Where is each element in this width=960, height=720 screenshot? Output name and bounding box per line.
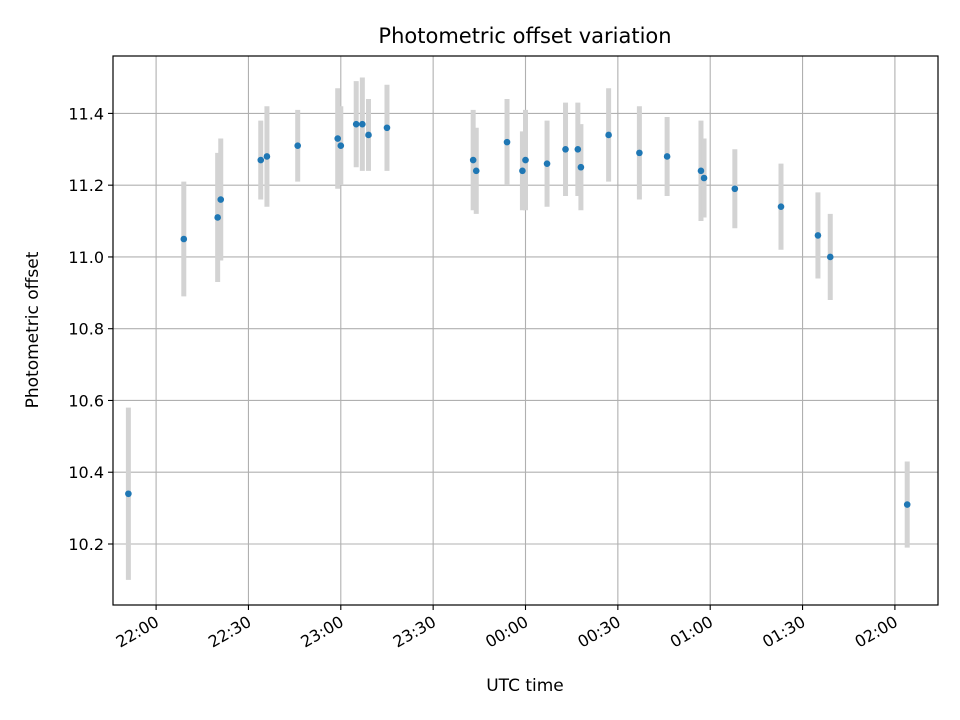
- data-point: [180, 235, 188, 243]
- data-point: [903, 501, 911, 508]
- data-point: [214, 214, 221, 221]
- data-point: [777, 203, 785, 211]
- y-tick-label: 10.4: [68, 463, 104, 482]
- y-axis-ticks: 10.2 10.4 10.6 10.8 11.0 11.2 11.4: [68, 104, 113, 554]
- data-point: [731, 185, 739, 193]
- data-point: [814, 232, 822, 239]
- data-point: [334, 135, 342, 142]
- data-point: [663, 153, 671, 160]
- data-point: [472, 167, 480, 175]
- data-point: [697, 167, 705, 175]
- y-tick-label: 10.8: [68, 320, 104, 339]
- data-point: [294, 142, 302, 150]
- data-point: [365, 131, 372, 139]
- data-point: [217, 196, 225, 203]
- chart-title: Photometric offset variation: [378, 24, 671, 48]
- data-points: [125, 120, 911, 508]
- y-tick-label: 11.0: [68, 248, 104, 267]
- data-point: [519, 167, 526, 175]
- data-point: [503, 138, 511, 146]
- data-point: [522, 156, 529, 164]
- data-point: [605, 131, 612, 139]
- data-point: [562, 145, 569, 153]
- data-point: [263, 153, 271, 160]
- grid: [113, 56, 938, 605]
- data-point: [383, 124, 391, 132]
- data-point: [700, 174, 708, 182]
- data-point: [352, 120, 360, 128]
- data-point: [574, 145, 582, 153]
- y-tick-label: 10.6: [68, 391, 104, 410]
- data-point: [636, 149, 643, 157]
- data-point: [359, 120, 366, 128]
- data-point: [257, 156, 265, 164]
- data-point: [826, 253, 834, 261]
- y-tick-label: 11.2: [68, 176, 104, 195]
- data-point: [337, 142, 345, 150]
- y-axis-label: Photometric offset: [23, 251, 43, 408]
- data-point: [577, 163, 585, 171]
- x-axis-label: UTC time: [486, 676, 564, 696]
- data-point: [543, 160, 551, 167]
- data-point: [469, 156, 477, 164]
- data-point: [125, 490, 132, 498]
- y-tick-label: 10.2: [68, 535, 104, 554]
- y-tick-label: 11.4: [68, 104, 104, 123]
